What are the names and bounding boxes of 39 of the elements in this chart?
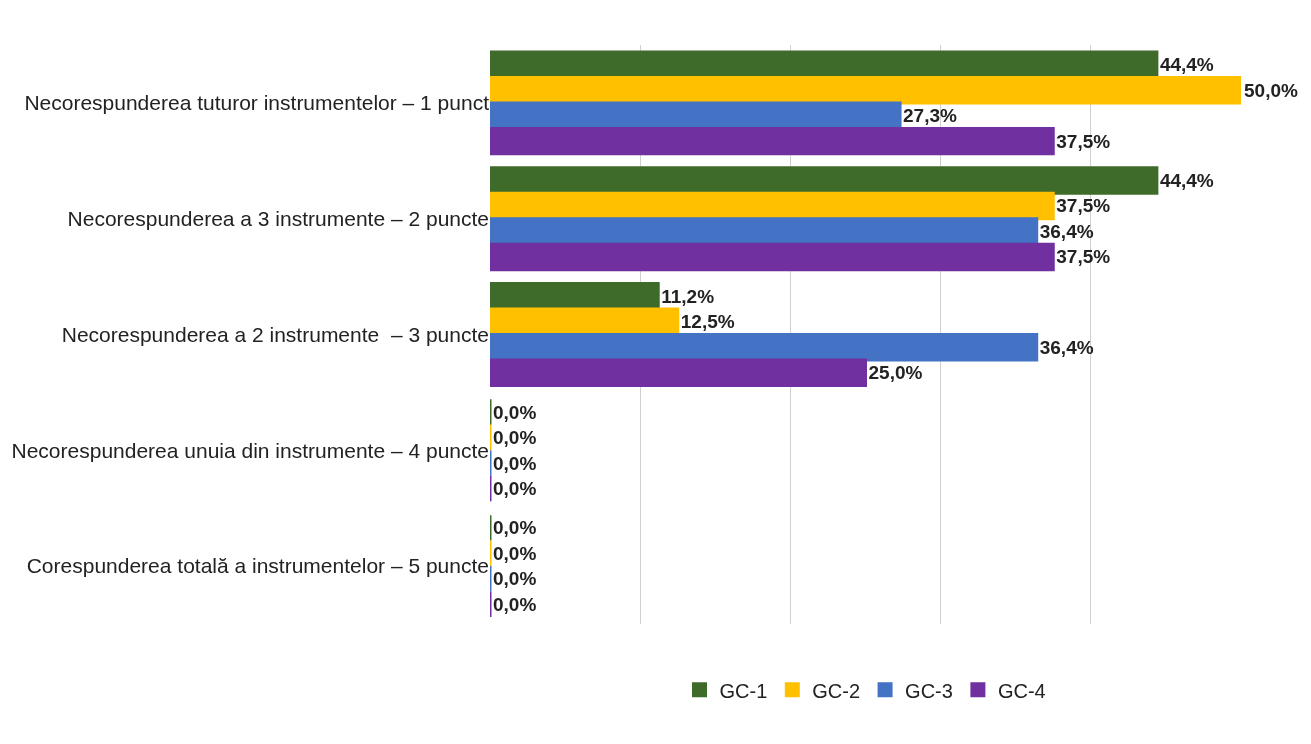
data-label: 25,0% xyxy=(868,362,923,384)
data-label: 0,0% xyxy=(493,517,537,539)
y-tick-label: Necorespunderea unuia din instrumente – 4 puncte xyxy=(11,438,489,462)
y-tick-label: Necorespunderea tuturor instrumentelor – 1 punct xyxy=(24,91,490,115)
data-label: 44,4% xyxy=(1159,169,1214,191)
bar xyxy=(490,50,1159,79)
legend-label: GC-2 xyxy=(812,679,861,702)
data-label: 0,0% xyxy=(493,568,537,590)
data-label: 37,5% xyxy=(1056,130,1111,152)
data-label: 0,0% xyxy=(493,593,537,615)
bar xyxy=(490,242,1055,272)
data-label: 0,0% xyxy=(493,542,537,564)
data-label: 37,5% xyxy=(1056,195,1111,217)
data-label: 36,4% xyxy=(1039,336,1094,358)
bar xyxy=(490,126,1055,156)
y-tick-label: Necorespunderea a 3 instrumente – 2 puncte xyxy=(67,207,489,231)
bar xyxy=(490,333,1039,362)
bar xyxy=(490,282,660,311)
bar xyxy=(490,101,902,130)
data-label: 0,0% xyxy=(493,401,537,423)
data-label: 50,0% xyxy=(1244,79,1298,101)
data-label: 0,0% xyxy=(493,478,537,500)
data-label: 11,2% xyxy=(661,285,715,307)
y-tick-label: Necorespunderea a 2 instrumente – 3 puncte xyxy=(61,322,489,346)
legend-label: GC-4 xyxy=(997,679,1046,702)
data-label: 37,5% xyxy=(1056,246,1111,268)
data-label: 36,4% xyxy=(1039,220,1094,242)
legend-label: GC-3 xyxy=(905,679,953,702)
bar xyxy=(490,217,1039,246)
data-label: 27,3% xyxy=(903,105,958,127)
bar xyxy=(490,166,1159,195)
data-label: 12,5% xyxy=(680,311,735,333)
y-tick-label: Corespunderea totală a instrumentelor – 5 puncte xyxy=(26,554,489,578)
bar xyxy=(490,358,867,387)
legend-label: GC-1 xyxy=(719,679,768,702)
data-label: 44,4% xyxy=(1159,54,1214,76)
data-label: 0,0% xyxy=(493,427,537,449)
bar xyxy=(490,75,1241,105)
data-label: 0,0% xyxy=(493,452,537,474)
